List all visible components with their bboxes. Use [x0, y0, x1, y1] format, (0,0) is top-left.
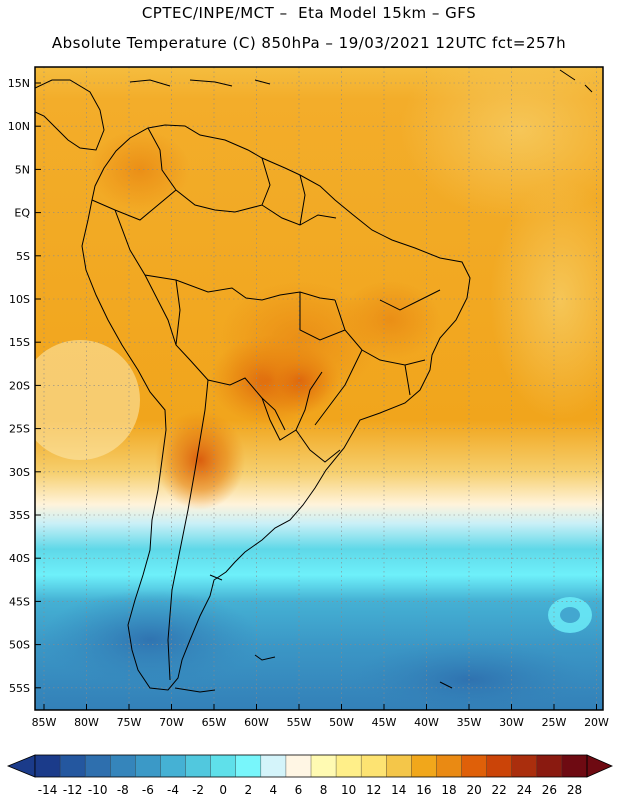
colorbar-label: 24	[517, 783, 532, 797]
lat-tick-label: 10N	[8, 120, 30, 133]
graticule	[35, 67, 603, 710]
colorbar-swatch	[411, 755, 437, 777]
lon-tick-label: 75W	[117, 716, 142, 729]
lon-tick-label: 55W	[287, 716, 312, 729]
colorbar-swatch	[110, 755, 136, 777]
colorbar-label: 26	[542, 783, 557, 797]
colorbar-label: 28	[567, 783, 582, 797]
colorbar-label: 12	[366, 783, 381, 797]
lon-tick-label: 20W	[584, 716, 609, 729]
lon-tick-label: 35W	[457, 716, 482, 729]
colorbar: -14 -12 -10 -8 -6 -4 -2 0 2 4 6 8 10 12 14 16 18 20 22 24 26…	[6, 754, 613, 797]
colorbar-swatch	[536, 755, 563, 777]
lat-tick-label: 40S	[9, 552, 30, 565]
country-borders	[91, 127, 441, 681]
colorbar-label: 10	[341, 783, 356, 797]
lon-tick-label: 65W	[202, 716, 227, 729]
colorbar-swatch	[511, 755, 538, 777]
colorbar-swatch	[285, 755, 312, 777]
colorbar-label: -8	[117, 783, 129, 797]
colorbar-label: -6	[142, 783, 154, 797]
central-america-coast	[35, 79, 105, 151]
colorbar-label: 8	[320, 783, 328, 797]
chart-title-line1: CPTEC/INPE/MCT – Eta Model 15km – GFS	[141, 4, 477, 22]
colorbar-label: 2	[244, 783, 252, 797]
caribbean-islands	[129, 69, 593, 93]
colorbar-swatch	[135, 755, 161, 777]
lat-tick-label: 5N	[15, 163, 30, 176]
lon-tick-label: 30W	[499, 716, 524, 729]
colorbar-swatch	[260, 755, 287, 777]
colorbar-swatch	[35, 755, 61, 777]
lat-tick-label: 25S	[9, 423, 30, 436]
colorbar-swatch	[461, 755, 487, 777]
longitude-axis: 85W 80W 75W 70W 65W 60W 55W 50W 45W 40W 35W 30W 25W 2…	[32, 704, 609, 729]
lat-tick-label: 5S	[16, 250, 30, 263]
colorbar-label: 0	[219, 783, 227, 797]
lon-tick-label: 25W	[542, 716, 567, 729]
colorbar-swatch	[361, 755, 387, 777]
chart-title-line2: Absolute Temperature (C) 850hPa – 19/03/…	[51, 34, 567, 52]
colorbar-label: 4	[270, 783, 278, 797]
lat-tick-label: 45S	[9, 595, 30, 608]
colorbar-label: -4	[167, 783, 179, 797]
colorbar-swatch	[486, 755, 513, 777]
colorbar-swatch	[160, 755, 186, 777]
colorbar-label: -2	[192, 783, 204, 797]
colorbar-label: 20	[466, 783, 481, 797]
colorbar-label: 14	[391, 783, 406, 797]
lat-tick-label: 15N	[8, 77, 30, 90]
lon-tick-label: 80W	[74, 716, 99, 729]
lat-tick-label: 10S	[9, 293, 30, 306]
colorbar-swatch	[386, 755, 412, 777]
colorbar-min-arrow	[6, 754, 36, 778]
southern-islands	[174, 574, 453, 693]
lat-tick-label: 20S	[9, 379, 30, 392]
colorbar-swatch	[436, 755, 462, 777]
colorbar-label: 18	[441, 783, 456, 797]
lon-tick-label: 50W	[329, 716, 354, 729]
lat-tick-label: 50S	[9, 639, 30, 652]
lon-tick-label: 70W	[159, 716, 184, 729]
colorbar-swatch	[311, 755, 337, 777]
colorbar-swatch	[60, 755, 86, 777]
colorbar-swatch	[336, 755, 362, 777]
colorbar-swatch	[210, 755, 237, 777]
colorbar-swatch	[185, 755, 211, 777]
lat-tick-label: 30S	[9, 466, 30, 479]
lat-tick-label: 35S	[9, 509, 30, 522]
colorbar-swatch	[235, 755, 262, 777]
lon-tick-label: 45W	[372, 716, 397, 729]
lat-tick-label: 15S	[9, 336, 30, 349]
lat-tick-label: 55S	[9, 682, 30, 695]
latitude-axis: 15N 10N 5N EQ 5S 10S 15S 20S 25S 30S 35S 40S 45S 50S 5…	[8, 77, 41, 695]
colorbar-max-arrow	[586, 754, 613, 778]
coastlines-and-borders	[35, 69, 593, 693]
lat-tick-label: EQ	[14, 207, 30, 220]
south-america-coast	[81, 124, 471, 691]
colorbar-swatch	[85, 755, 111, 777]
lon-tick-label: 85W	[32, 716, 57, 729]
colorbar-label: 16	[416, 783, 431, 797]
colorbar-swatch	[561, 755, 588, 777]
colorbar-label: 22	[492, 783, 507, 797]
colorbar-label: 6	[295, 783, 303, 797]
lon-tick-label: 40W	[414, 716, 439, 729]
colorbar-label: -14	[38, 783, 58, 797]
colorbar-label: -10	[88, 783, 108, 797]
colorbar-label: -12	[63, 783, 83, 797]
map-frame	[34, 66, 604, 711]
temperature-field	[35, 67, 603, 710]
lon-tick-label: 60W	[244, 716, 269, 729]
